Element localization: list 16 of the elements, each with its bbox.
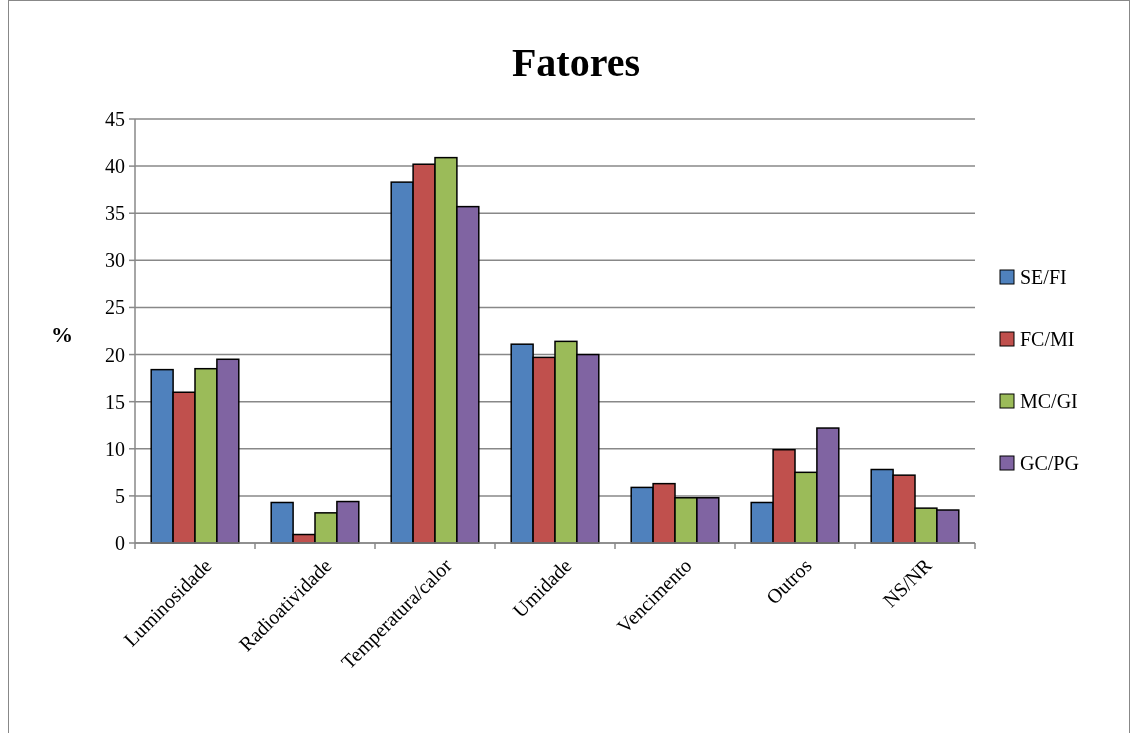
y-tick-label: 20 — [105, 343, 125, 366]
y-tick-label: 40 — [105, 155, 125, 178]
chart-title: Fatores — [511, 40, 641, 85]
y-tick-label: 25 — [105, 296, 125, 319]
legend-label: SE/FI — [1020, 266, 1067, 288]
legend-label: GC/PG — [1020, 452, 1079, 474]
y-tick-label: 45 — [105, 108, 125, 130]
y-tick-label: 30 — [105, 249, 125, 272]
y-axis-title: % — [51, 321, 73, 347]
y-tick-label: 5 — [115, 484, 125, 507]
y-tick-label: 10 — [105, 437, 125, 460]
legend-label: MC/GI — [1020, 390, 1078, 412]
y-tick-label: 35 — [105, 202, 125, 225]
y-tick-label: 15 — [105, 390, 125, 413]
y-tick-label: 0 — [115, 532, 125, 554]
legend-label: FC/MI — [1020, 328, 1075, 350]
